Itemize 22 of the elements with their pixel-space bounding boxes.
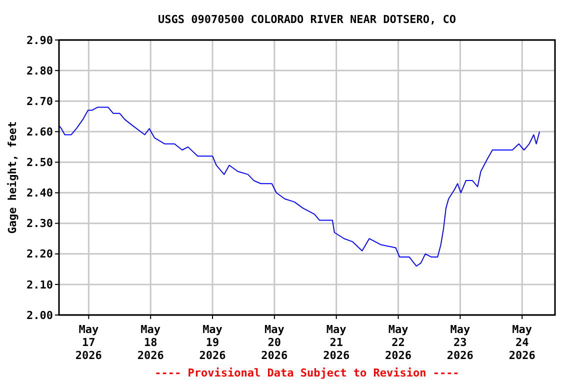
y-tick-label: 2.60: [26, 126, 53, 139]
y-tick-label: 2.10: [26, 278, 53, 292]
y-tick-label: 2.00: [26, 308, 53, 322]
y-tick-label: 2.30: [26, 217, 53, 230]
x-tick-label: May 23 2026: [446, 323, 474, 362]
y-tick-label: 2.20: [26, 248, 53, 261]
y-tick-label: 2.50: [26, 156, 53, 170]
y-tick-label: 2.80: [26, 64, 53, 78]
x-tick-label: May 18 2026: [137, 323, 164, 362]
line-series: [58, 106, 540, 267]
text: ---- Provisional Data Subject to Revision ----: [154, 366, 460, 380]
y-tick-label: 2.90: [26, 34, 53, 47]
x-tick-label: May 21 2026: [323, 323, 350, 362]
x-tick-label: May 20 2026: [261, 323, 288, 362]
y-tick-label: 2.70: [26, 94, 53, 108]
y-axis-title: Gage height, feet: [6, 121, 19, 234]
chart-title: USGS 09070500 COLORADO RIVER NEAR DOTSERO, CO: [158, 13, 456, 26]
x-tick-label: May 22 2026: [385, 323, 412, 362]
x-tick-label: May 24 2026: [508, 323, 536, 362]
x-tick-label: May 19 2026: [199, 323, 226, 362]
x-tick-label: May 17 2026: [75, 323, 102, 362]
y-tick-label: 2.40: [26, 186, 53, 200]
